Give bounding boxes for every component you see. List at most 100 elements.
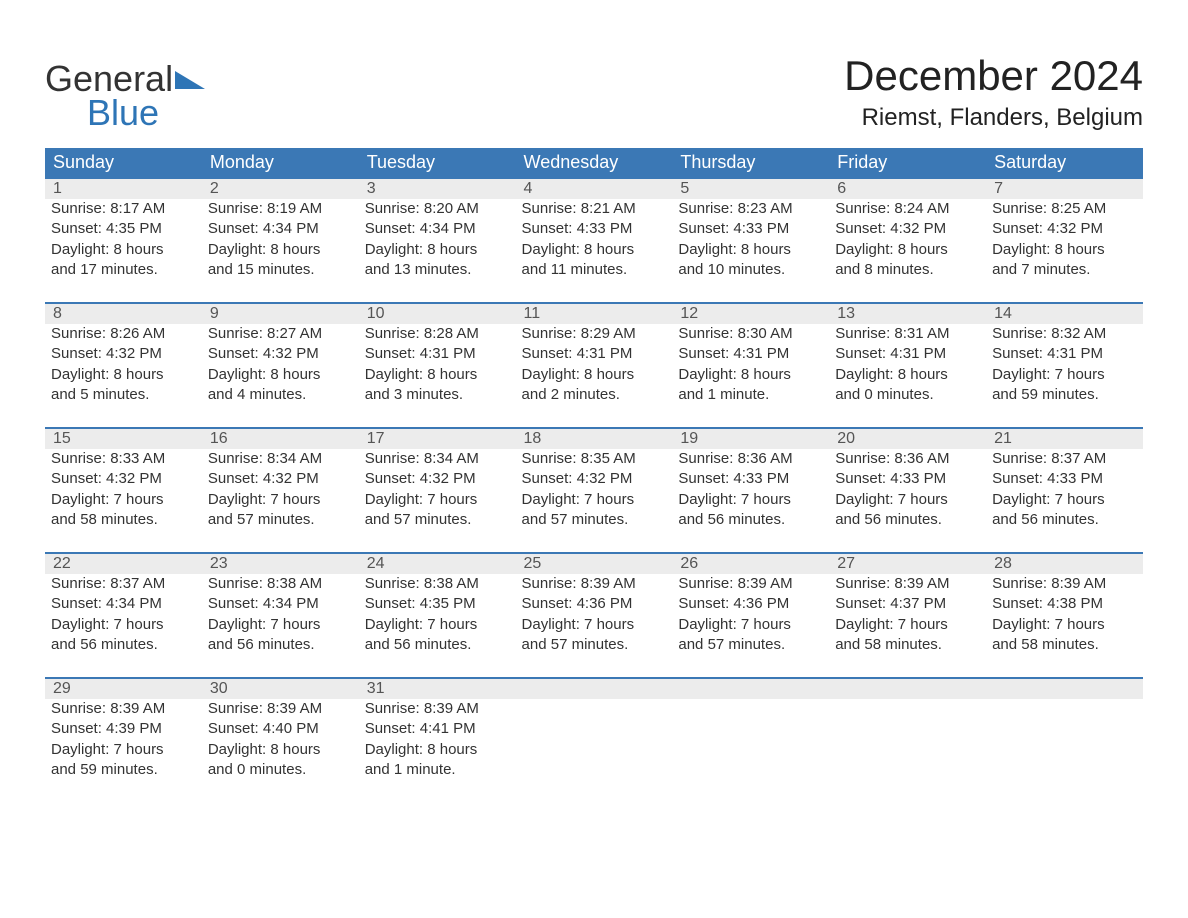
week-row: Sunrise: 8:17 AMSunset: 4:35 PMDaylight:… — [45, 199, 1143, 303]
day-cell: Sunrise: 8:39 AMSunset: 4:39 PMDaylight:… — [45, 699, 202, 802]
day-cell: Sunrise: 8:39 AMSunset: 4:36 PMDaylight:… — [672, 574, 829, 678]
day-number: 13 — [829, 303, 986, 324]
calendar-table: Sunday Monday Tuesday Wednesday Thursday… — [45, 148, 1143, 802]
day-cell: Sunrise: 8:20 AMSunset: 4:34 PMDaylight:… — [359, 199, 516, 303]
day-d2: and 59 minutes. — [51, 760, 196, 780]
day-d2: and 56 minutes. — [678, 510, 823, 530]
day-sunrise: Sunrise: 8:32 AM — [992, 324, 1137, 344]
day-sunset: Sunset: 4:32 PM — [992, 219, 1137, 239]
day-cell: Sunrise: 8:38 AMSunset: 4:35 PMDaylight:… — [359, 574, 516, 678]
day-cell: Sunrise: 8:26 AMSunset: 4:32 PMDaylight:… — [45, 324, 202, 428]
day-d1: Daylight: 7 hours — [678, 490, 823, 510]
day-cell: Sunrise: 8:30 AMSunset: 4:31 PMDaylight:… — [672, 324, 829, 428]
day-d2: and 1 minute. — [678, 385, 823, 405]
logo: General Blue — [45, 58, 205, 134]
day-cell: Sunrise: 8:24 AMSunset: 4:32 PMDaylight:… — [829, 199, 986, 303]
day-d2: and 10 minutes. — [678, 260, 823, 280]
day-d2: and 11 minutes. — [522, 260, 667, 280]
day-number: 24 — [359, 553, 516, 574]
day-number: 16 — [202, 428, 359, 449]
day-sunset: Sunset: 4:33 PM — [522, 219, 667, 239]
day-d2: and 57 minutes. — [522, 635, 667, 655]
day-sunrise: Sunrise: 8:39 AM — [51, 699, 196, 719]
day-cell: Sunrise: 8:39 AMSunset: 4:37 PMDaylight:… — [829, 574, 986, 678]
day-cell: Sunrise: 8:37 AMSunset: 4:33 PMDaylight:… — [986, 449, 1143, 553]
day-sunset: Sunset: 4:37 PM — [835, 594, 980, 614]
day-sunrise: Sunrise: 8:26 AM — [51, 324, 196, 344]
day-sunset: Sunset: 4:35 PM — [365, 594, 510, 614]
day-d1: Daylight: 8 hours — [51, 240, 196, 260]
day-d2: and 17 minutes. — [51, 260, 196, 280]
day-cell: Sunrise: 8:25 AMSunset: 4:32 PMDaylight:… — [986, 199, 1143, 303]
day-sunrise: Sunrise: 8:30 AM — [678, 324, 823, 344]
weekday-header: Friday — [829, 148, 986, 178]
day-number — [986, 678, 1143, 699]
day-sunset: Sunset: 4:35 PM — [51, 219, 196, 239]
day-d2: and 3 minutes. — [365, 385, 510, 405]
day-sunrise: Sunrise: 8:28 AM — [365, 324, 510, 344]
daynum-row: 891011121314 — [45, 303, 1143, 324]
daynum-row: 1234567 — [45, 178, 1143, 199]
day-d1: Daylight: 7 hours — [51, 490, 196, 510]
day-d1: Daylight: 7 hours — [365, 490, 510, 510]
day-sunset: Sunset: 4:41 PM — [365, 719, 510, 739]
day-d2: and 57 minutes. — [678, 635, 823, 655]
day-number: 6 — [829, 178, 986, 199]
day-sunset: Sunset: 4:36 PM — [522, 594, 667, 614]
day-number: 30 — [202, 678, 359, 699]
day-sunrise: Sunrise: 8:29 AM — [522, 324, 667, 344]
day-number: 2 — [202, 178, 359, 199]
day-cell: Sunrise: 8:35 AMSunset: 4:32 PMDaylight:… — [516, 449, 673, 553]
day-sunrise: Sunrise: 8:19 AM — [208, 199, 353, 219]
weekday-header: Monday — [202, 148, 359, 178]
day-cell: Sunrise: 8:31 AMSunset: 4:31 PMDaylight:… — [829, 324, 986, 428]
day-sunrise: Sunrise: 8:34 AM — [208, 449, 353, 469]
day-number: 12 — [672, 303, 829, 324]
day-d2: and 56 minutes. — [365, 635, 510, 655]
day-sunset: Sunset: 4:32 PM — [51, 469, 196, 489]
day-cell: Sunrise: 8:34 AMSunset: 4:32 PMDaylight:… — [359, 449, 516, 553]
day-cell: Sunrise: 8:36 AMSunset: 4:33 PMDaylight:… — [829, 449, 986, 553]
day-d2: and 0 minutes. — [835, 385, 980, 405]
day-d1: Daylight: 8 hours — [208, 740, 353, 760]
day-number: 4 — [516, 178, 673, 199]
day-d1: Daylight: 7 hours — [208, 615, 353, 635]
day-cell — [672, 699, 829, 802]
day-cell: Sunrise: 8:32 AMSunset: 4:31 PMDaylight:… — [986, 324, 1143, 428]
day-cell: Sunrise: 8:19 AMSunset: 4:34 PMDaylight:… — [202, 199, 359, 303]
day-sunrise: Sunrise: 8:37 AM — [51, 574, 196, 594]
day-d1: Daylight: 7 hours — [678, 615, 823, 635]
day-number: 21 — [986, 428, 1143, 449]
day-d2: and 58 minutes. — [992, 635, 1137, 655]
day-sunrise: Sunrise: 8:25 AM — [992, 199, 1137, 219]
day-number: 22 — [45, 553, 202, 574]
day-d1: Daylight: 7 hours — [835, 615, 980, 635]
day-d1: Daylight: 8 hours — [365, 740, 510, 760]
day-cell: Sunrise: 8:21 AMSunset: 4:33 PMDaylight:… — [516, 199, 673, 303]
day-sunrise: Sunrise: 8:39 AM — [522, 574, 667, 594]
day-sunset: Sunset: 4:38 PM — [992, 594, 1137, 614]
day-sunset: Sunset: 4:32 PM — [365, 469, 510, 489]
day-d2: and 56 minutes. — [992, 510, 1137, 530]
day-number: 29 — [45, 678, 202, 699]
day-number: 9 — [202, 303, 359, 324]
day-cell — [986, 699, 1143, 802]
day-d2: and 8 minutes. — [835, 260, 980, 280]
day-sunset: Sunset: 4:32 PM — [522, 469, 667, 489]
day-cell: Sunrise: 8:39 AMSunset: 4:40 PMDaylight:… — [202, 699, 359, 802]
weekday-header: Sunday — [45, 148, 202, 178]
day-d1: Daylight: 8 hours — [51, 365, 196, 385]
day-cell: Sunrise: 8:29 AMSunset: 4:31 PMDaylight:… — [516, 324, 673, 428]
day-d1: Daylight: 8 hours — [522, 365, 667, 385]
logo-triangle-icon — [175, 71, 205, 91]
weekday-header: Wednesday — [516, 148, 673, 178]
day-sunset: Sunset: 4:31 PM — [365, 344, 510, 364]
day-cell: Sunrise: 8:39 AMSunset: 4:41 PMDaylight:… — [359, 699, 516, 802]
day-number: 17 — [359, 428, 516, 449]
day-sunset: Sunset: 4:31 PM — [678, 344, 823, 364]
day-sunset: Sunset: 4:33 PM — [678, 469, 823, 489]
day-sunrise: Sunrise: 8:39 AM — [992, 574, 1137, 594]
day-d1: Daylight: 7 hours — [992, 490, 1137, 510]
day-d2: and 1 minute. — [365, 760, 510, 780]
day-d1: Daylight: 8 hours — [678, 365, 823, 385]
